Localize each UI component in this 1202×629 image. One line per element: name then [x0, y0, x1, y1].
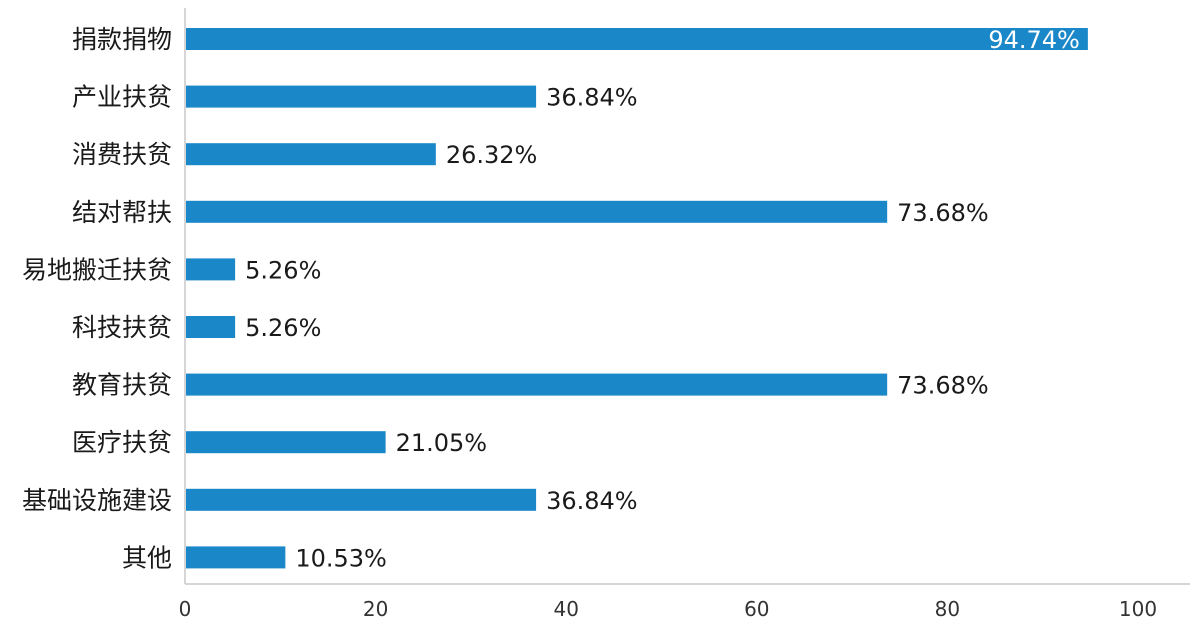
- category-label: 捐款捐物: [72, 25, 172, 54]
- x-tick-label: 0: [179, 597, 192, 621]
- bar: [186, 316, 236, 338]
- bar: [186, 28, 1088, 50]
- value-label: 36.84%: [546, 487, 638, 515]
- category-label: 产业扶贫: [72, 83, 172, 112]
- bar: [186, 488, 537, 511]
- x-tick-label: 20: [363, 597, 388, 621]
- x-tick-label: 40: [553, 597, 578, 621]
- bar: [186, 431, 386, 454]
- value-label: 94.74%: [988, 26, 1080, 54]
- value-label: 36.84%: [546, 84, 638, 112]
- x-tick-label: 100: [1119, 597, 1157, 621]
- bar: [186, 200, 888, 223]
- category-label: 医疗扶贫: [72, 428, 172, 457]
- value-label: 5.26%: [245, 256, 321, 284]
- value-label: 10.53%: [295, 544, 387, 572]
- category-label: 结对帮扶: [72, 198, 172, 227]
- category-label: 基础设施建设: [22, 486, 172, 515]
- bar: [186, 546, 286, 569]
- bar: [186, 85, 537, 108]
- x-tick-label: 60: [744, 597, 769, 621]
- x-tick-label: 80: [935, 597, 960, 621]
- bar: [186, 143, 436, 166]
- value-label: 21.05%: [396, 429, 488, 457]
- category-label: 科技扶贫: [72, 313, 172, 342]
- bar: [186, 258, 236, 281]
- category-label: 消费扶贫: [72, 140, 172, 169]
- value-label: 26.32%: [446, 141, 538, 169]
- value-label: 73.68%: [897, 372, 989, 400]
- bar: [186, 373, 888, 396]
- value-label: 5.26%: [245, 314, 321, 342]
- category-label: 其他: [122, 543, 172, 572]
- category-label: 易地搬迁扶贫: [22, 255, 172, 284]
- value-label: 73.68%: [897, 199, 989, 227]
- category-label: 教育扶贫: [72, 371, 172, 400]
